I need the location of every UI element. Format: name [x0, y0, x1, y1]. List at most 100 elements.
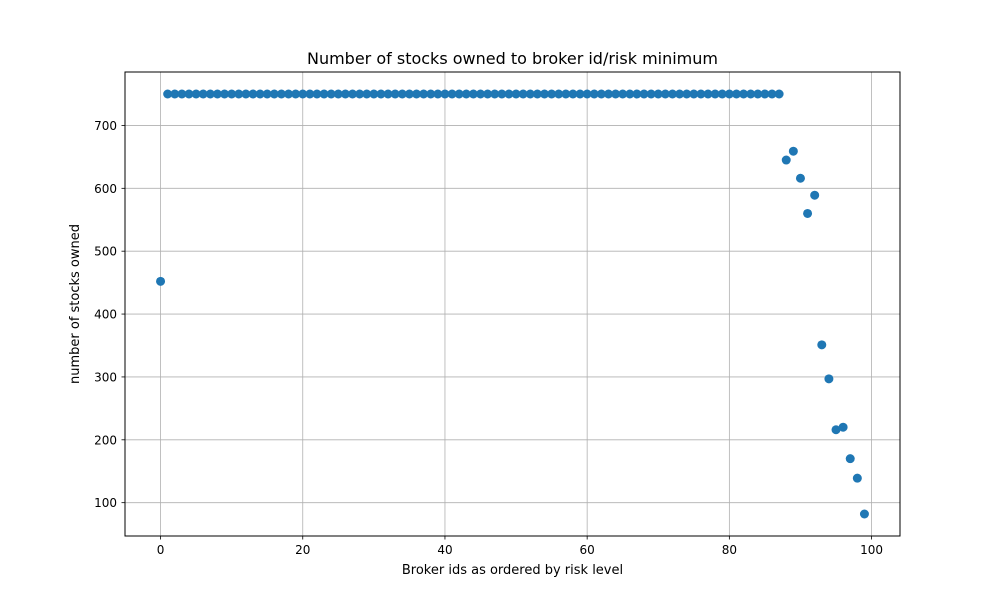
- data-point: [724, 89, 734, 99]
- data-point: [404, 89, 414, 99]
- data-point: [703, 89, 713, 99]
- data-point: [611, 89, 621, 99]
- data-point: [689, 89, 699, 99]
- data-point: [603, 89, 613, 99]
- y-tick-label: 300: [94, 370, 117, 384]
- data-point: [177, 89, 187, 99]
- data-point: [156, 276, 166, 286]
- data-point: [340, 89, 350, 99]
- data-point: [788, 146, 798, 156]
- data-point: [824, 374, 834, 384]
- y-tick-label: 500: [94, 245, 117, 259]
- data-point: [447, 89, 457, 99]
- data-point: [397, 89, 407, 99]
- data-point: [845, 454, 855, 464]
- y-tick-label: 100: [94, 496, 117, 510]
- data-point: [362, 89, 372, 99]
- data-point: [433, 89, 443, 99]
- data-point: [810, 190, 820, 200]
- data-point: [319, 89, 329, 99]
- x-tick-label: 40: [437, 543, 452, 557]
- data-point: [561, 89, 571, 99]
- data-points: [156, 89, 869, 519]
- data-point: [205, 89, 215, 99]
- x-tick-label: 60: [580, 543, 595, 557]
- data-point: [212, 89, 222, 99]
- data-point: [255, 89, 265, 99]
- data-point: [227, 89, 237, 99]
- data-point: [547, 89, 557, 99]
- y-tick-label: 400: [94, 308, 117, 322]
- plot-area-frame: [124, 71, 901, 537]
- data-point: [760, 89, 770, 99]
- data-point: [383, 89, 393, 99]
- data-point: [859, 509, 869, 519]
- x-axis-label: Broker ids as ordered by risk level: [402, 563, 623, 578]
- data-point: [632, 89, 642, 99]
- data-point: [440, 89, 450, 99]
- data-point: [817, 340, 827, 350]
- data-point: [774, 89, 784, 99]
- data-point: [795, 173, 805, 183]
- data-point: [163, 89, 173, 99]
- data-point: [646, 89, 656, 99]
- data-point: [504, 89, 514, 99]
- data-point: [539, 89, 549, 99]
- y-tick-label: 200: [94, 433, 117, 447]
- data-point: [554, 89, 564, 99]
- data-point: [575, 89, 585, 99]
- x-tick-label: 100: [860, 543, 883, 557]
- y-axis-label: number of stocks owned: [68, 224, 83, 384]
- chart-title: Number of stocks owned to broker id/risk…: [307, 49, 718, 68]
- data-point: [333, 89, 343, 99]
- data-point: [170, 89, 180, 99]
- data-point: [803, 208, 813, 218]
- data-point: [269, 89, 279, 99]
- data-point: [198, 89, 208, 99]
- data-point: [426, 89, 436, 99]
- data-point: [667, 89, 677, 99]
- data-point: [291, 89, 301, 99]
- data-point: [220, 89, 230, 99]
- data-point: [483, 89, 493, 99]
- data-point: [767, 89, 777, 99]
- data-point: [511, 89, 521, 99]
- data-point: [184, 89, 194, 99]
- data-point: [568, 89, 578, 99]
- data-point: [852, 473, 862, 483]
- data-point: [653, 89, 663, 99]
- data-point: [660, 89, 670, 99]
- data-point: [476, 89, 486, 99]
- x-tick-label: 0: [157, 543, 165, 557]
- data-point: [305, 89, 315, 99]
- data-point: [639, 89, 649, 99]
- y-axis: 100 200 300 400 500 600 700: [94, 119, 125, 510]
- data-point: [746, 89, 756, 99]
- data-point: [753, 89, 763, 99]
- data-point: [461, 89, 471, 99]
- data-point: [717, 89, 727, 99]
- data-point: [739, 89, 749, 99]
- data-point: [419, 89, 429, 99]
- data-point: [625, 89, 635, 99]
- data-point: [248, 89, 258, 99]
- data-point: [412, 89, 422, 99]
- data-point: [348, 89, 358, 99]
- grid-lines: [125, 72, 900, 536]
- data-point: [525, 89, 535, 99]
- data-point: [518, 89, 528, 99]
- y-tick-label: 700: [94, 119, 117, 133]
- data-point: [298, 89, 308, 99]
- data-point: [468, 89, 478, 99]
- data-point: [831, 425, 841, 435]
- data-point: [262, 89, 272, 99]
- data-point: [838, 422, 848, 432]
- x-axis: 0 20 40 60 80 100: [157, 536, 883, 557]
- x-tick-label: 20: [295, 543, 310, 557]
- data-point: [781, 155, 791, 165]
- x-tick-label: 80: [722, 543, 737, 557]
- data-point: [234, 89, 244, 99]
